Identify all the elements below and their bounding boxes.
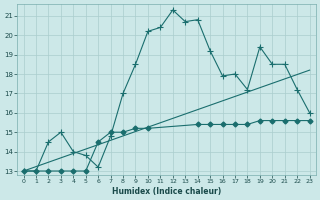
X-axis label: Humidex (Indice chaleur): Humidex (Indice chaleur): [112, 187, 221, 196]
